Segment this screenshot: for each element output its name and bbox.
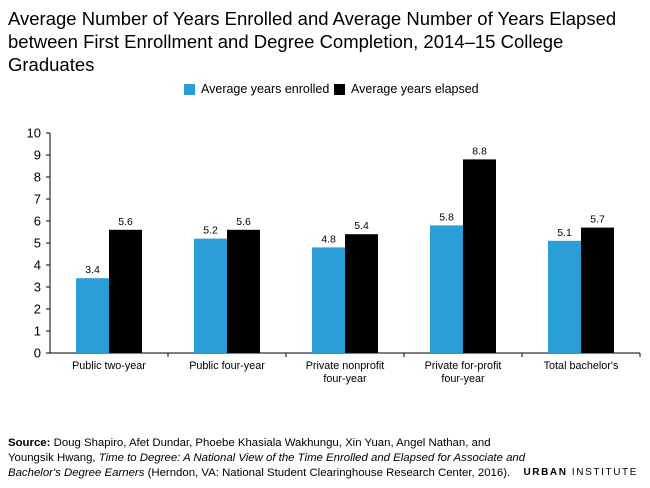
data-label: 5.6: [118, 216, 133, 228]
legend-label-enrolled: Average years enrolled: [201, 82, 330, 96]
source-publisher: (Herndon, VA: National Student Clearingh…: [144, 467, 511, 479]
bar-enrolled: [548, 240, 581, 353]
category-label: Public two-year: [72, 360, 146, 372]
urban-institute-logo: URBAN INSTITUTE: [523, 467, 638, 478]
bar-elapsed: [463, 159, 496, 353]
y-tick-label: 5: [34, 236, 41, 251]
y-tick-label: 6: [34, 214, 41, 229]
y-tick-label: 3: [34, 280, 41, 295]
bar-elapsed: [345, 234, 378, 353]
data-label: 4.8: [321, 233, 336, 245]
data-label: 5.8: [439, 211, 454, 223]
y-tick-label: 0: [34, 346, 41, 361]
legend-item-elapsed: Average years elapsed: [334, 82, 479, 96]
category-label: four-year: [441, 373, 485, 385]
source-note: Source: Doug Shapiro, Afet Dundar, Phoeb…: [8, 436, 528, 481]
y-tick-label: 10: [27, 126, 41, 141]
data-label: 8.8: [472, 145, 487, 157]
category-label: Public four-year: [189, 360, 265, 372]
source-label: Source:: [8, 437, 51, 449]
y-tick-label: 7: [34, 192, 41, 207]
chart-title: Average Number of Years Enrolled and Ave…: [8, 8, 617, 75]
y-tick-label: 4: [34, 258, 41, 273]
data-label: 5.4: [354, 220, 369, 232]
bar-enrolled: [194, 238, 227, 353]
data-label: 5.1: [557, 227, 572, 239]
bar-chart: 0 1 2 3 4 5 6 7 8 9 10 3.4 5.6 Public two-year 5.2 5.6 P…: [27, 126, 641, 385]
data-label: 3.4: [85, 264, 100, 276]
data-label: 5.2: [203, 225, 218, 237]
data-label: 5.7: [590, 214, 605, 226]
bar-enrolled: [430, 225, 463, 353]
category-label: Private nonprofit: [306, 360, 385, 372]
legend-swatch-elapsed: [334, 83, 345, 95]
bar-elapsed: [581, 227, 614, 353]
y-tick-label: 9: [34, 148, 41, 163]
data-label: 5.6: [236, 216, 251, 228]
y-tick-label: 1: [34, 324, 41, 339]
category-label: four-year: [323, 373, 367, 385]
source-work: Time to Degree: A National View of the T…: [8, 452, 526, 479]
category-label: Total bachelor's: [544, 360, 619, 372]
bar-elapsed: [109, 229, 142, 353]
source-authors: Doug Shapiro, Afet Dundar, Phoebe Khasia…: [8, 437, 491, 464]
category-label: Private for-profit: [425, 360, 502, 372]
bar-enrolled: [312, 247, 345, 353]
y-tick-label: 2: [34, 302, 41, 317]
legend-swatch-enrolled: [184, 83, 195, 95]
bar-elapsed: [227, 229, 260, 353]
y-tick-label: 8: [34, 170, 41, 185]
bar-enrolled: [76, 278, 109, 353]
legend: Average years enrolled Average years ela…: [0, 82, 650, 98]
legend-label-elapsed: Average years elapsed: [351, 82, 479, 96]
legend-item-enrolled: Average years enrolled: [184, 82, 329, 96]
